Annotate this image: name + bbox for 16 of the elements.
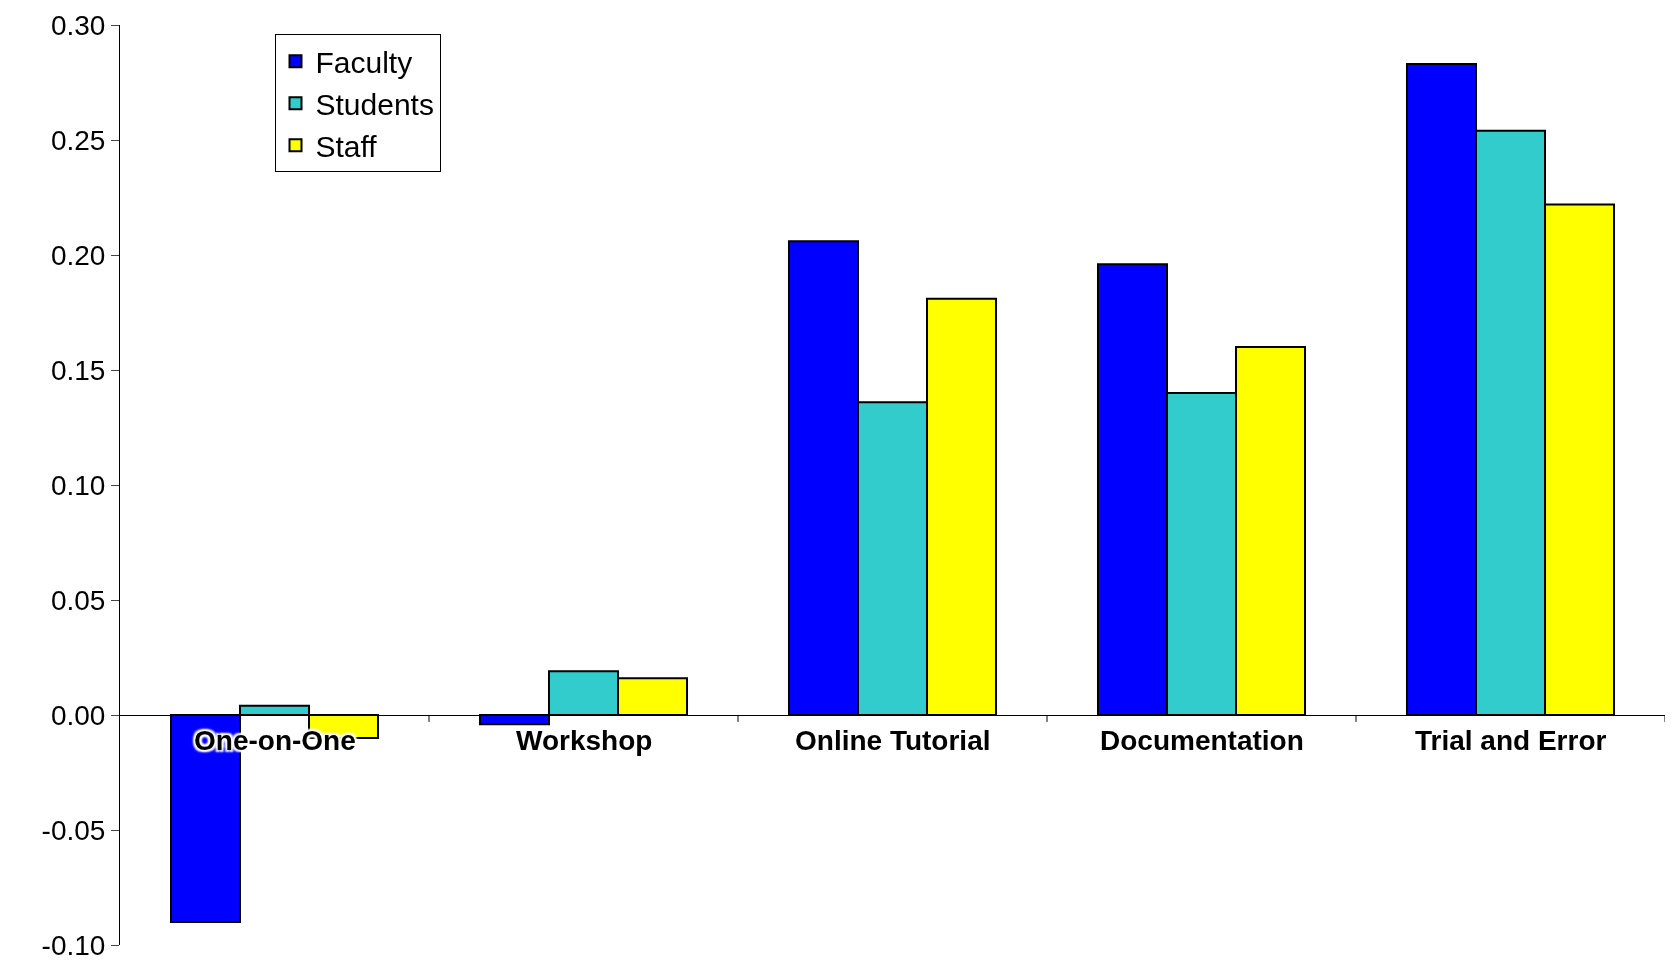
- y-tick-label: 0.05: [50, 584, 106, 616]
- y-tick-label: -0.10: [41, 929, 106, 961]
- y-tick-label: 0.00: [50, 699, 106, 731]
- x-tick-label: Trial and Error: [1415, 725, 1607, 756]
- x-tick-label: Workshop: [516, 725, 653, 756]
- y-tick-label: 0.15: [50, 354, 106, 386]
- y-tick-label: 0.30: [50, 9, 106, 41]
- x-tick-label: Online Tutorial: [795, 725, 991, 756]
- y-tick-label: 0.10: [50, 469, 106, 501]
- x-tick-label: Documentation: [1100, 725, 1304, 756]
- y-tick-label: 0.25: [50, 124, 106, 156]
- y-tick-label: 0.20: [50, 239, 106, 271]
- y-tick-label: -0.05: [41, 814, 106, 846]
- legend-label: Faculty: [315, 45, 413, 79]
- legend-label: Staff: [315, 129, 378, 163]
- legend-label: Students: [315, 87, 434, 121]
